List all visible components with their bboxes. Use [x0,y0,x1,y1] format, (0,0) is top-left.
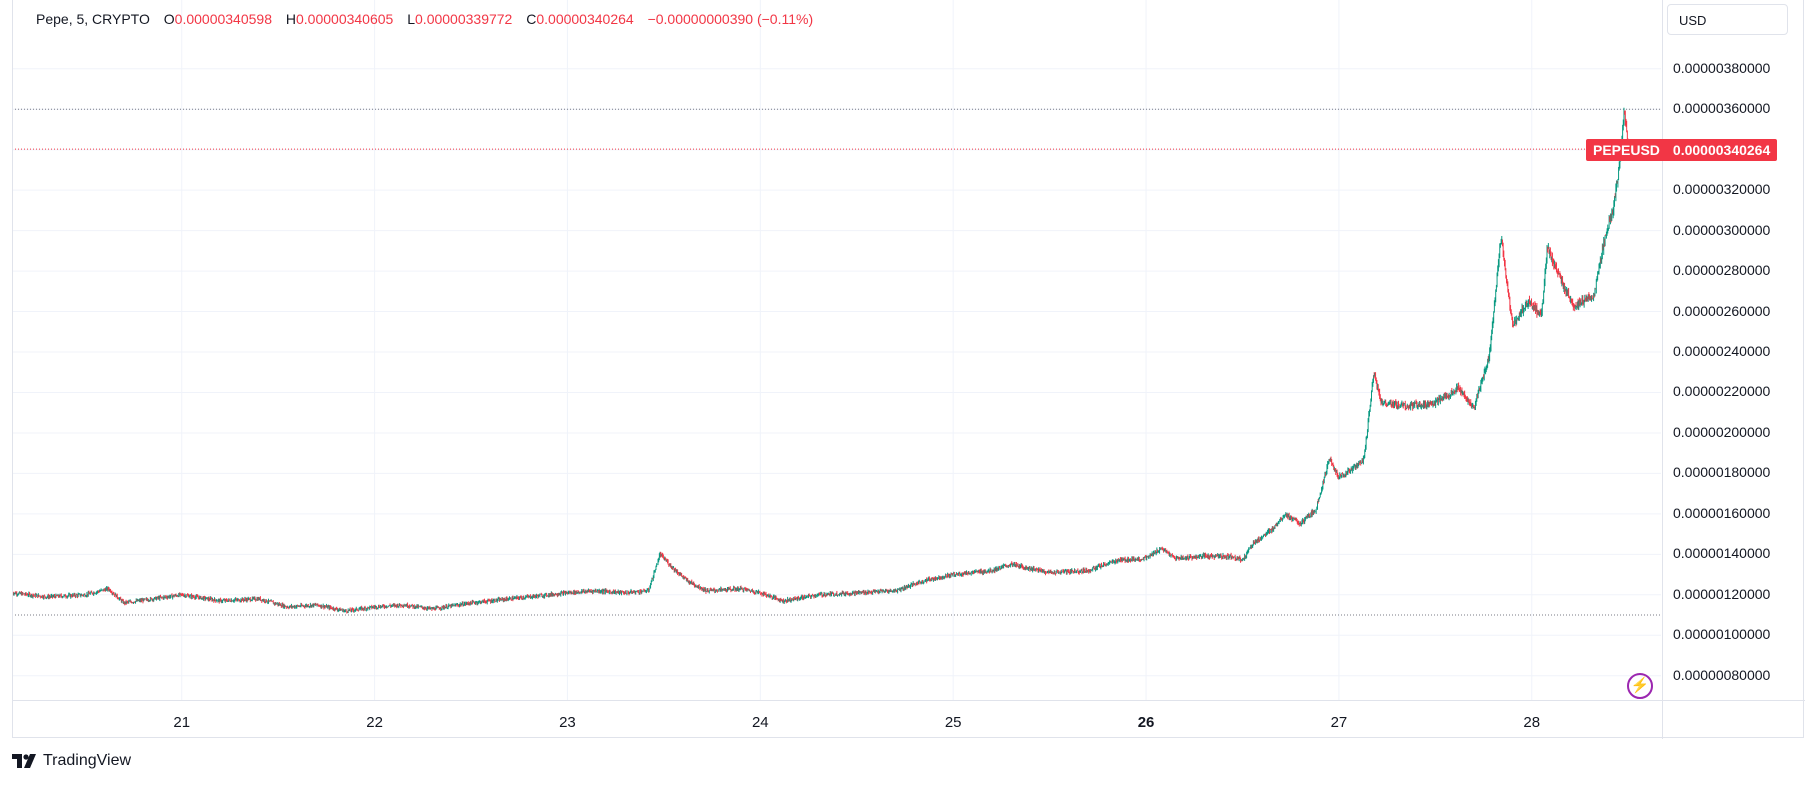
y-tick-label: 0.00000160000 [1673,504,1771,521]
open-value: 0.00000340598 [174,11,272,27]
low-value: 0.00000339772 [415,11,513,27]
x-tick-label: 27 [1330,714,1348,731]
x-tick-label: 22 [366,714,383,731]
last-price-value: 0.00000340264 [1672,142,1771,158]
brand-label: TradingView [43,752,132,769]
currency-selector[interactable]: USD [1667,4,1788,35]
tradingview-logo-icon [12,754,36,768]
last-price-badge: PEPEUSD 0.00000340264 [1586,139,1778,161]
close-key: C [526,11,537,27]
y-tick-label: 0.00000380000 [1673,59,1771,76]
lightning-icon[interactable]: ⚡ [1627,673,1653,699]
y-tick-label: 0.00000300000 [1673,221,1771,238]
x-tick-label: 24 [751,714,769,731]
y-tick-label: 0.00000240000 [1673,343,1771,360]
y-tick-label: 0.00000220000 [1673,383,1771,400]
y-tick-label: 0.00000140000 [1673,545,1771,562]
high-key: H [285,11,296,27]
legend-symbol[interactable]: Pepe, 5, CRYPTO [36,11,150,27]
chart-pane[interactable]: Pepe, 5, CRYPTO O0.00000340598 H0.000003… [12,0,1661,700]
y-tick-label: 0.00000120000 [1673,585,1771,602]
time-axis[interactable]: 21 22 23 24 25 26 27 28 [12,700,1662,739]
change-value: −0.00000000390 (−0.11%) [647,11,814,27]
y-tick-label: 0.00000100000 [1673,626,1771,643]
brand[interactable]: TradingView [12,752,131,770]
x-tick-label: 23 [559,714,576,731]
axis-corner [1662,700,1805,739]
low-key: L [407,11,416,27]
x-tick-label: 25 [944,714,962,731]
price-plot[interactable] [12,0,1661,700]
open-key: O [163,11,175,27]
y-tick-label: 0.00000280000 [1673,262,1771,279]
y-tick-label: 0.00000180000 [1673,464,1771,481]
close-value: 0.00000340264 [536,11,634,27]
ohlc-legend: Pepe, 5, CRYPTO O0.00000340598 H0.000003… [36,11,813,27]
y-tick-label: 0.00000080000 [1673,666,1771,683]
x-tick-label: 28 [1523,714,1541,731]
y-tick-label: 0.00000360000 [1673,100,1771,117]
y-tick-label: 0.00000260000 [1673,302,1771,319]
last-price-symbol: PEPEUSD [1593,142,1660,158]
price-axis[interactable]: 0.00000080000 0.00000100000 0.00000120000 0… [1662,0,1806,700]
x-tick-label: 26 [1137,714,1155,731]
high-value: 0.00000340605 [296,11,394,27]
x-tick-label: 21 [173,714,191,731]
y-tick-label: 0.00000200000 [1673,423,1771,440]
y-tick-label: 0.00000320000 [1673,181,1771,198]
